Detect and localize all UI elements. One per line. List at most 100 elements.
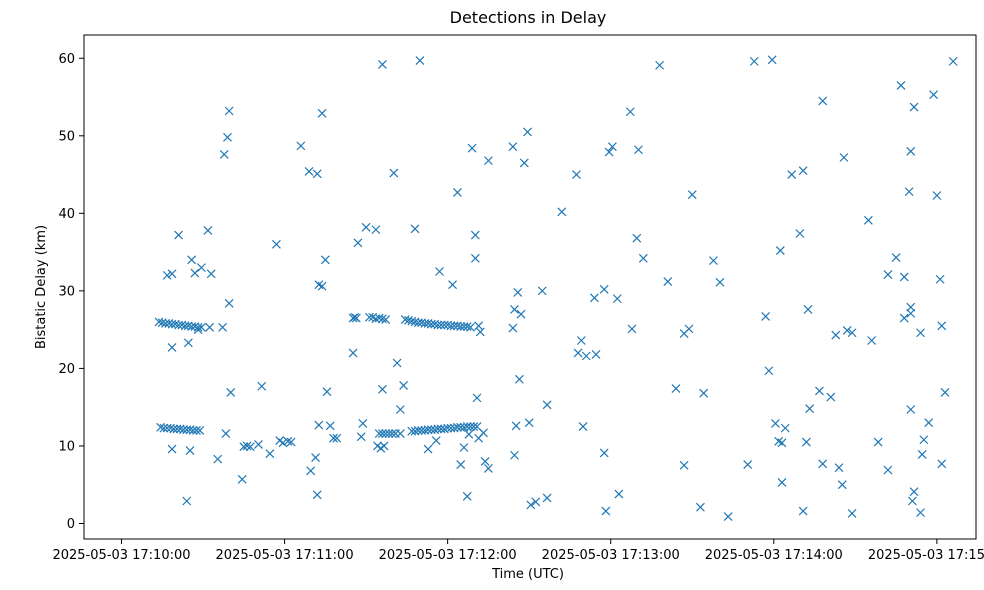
data-point xyxy=(896,80,906,90)
data-point xyxy=(395,405,405,414)
data-point xyxy=(462,322,472,331)
data-point xyxy=(516,309,526,319)
data-point xyxy=(466,322,475,332)
data-point xyxy=(435,267,444,276)
data-point xyxy=(508,323,518,333)
data-point xyxy=(599,448,609,458)
data-point xyxy=(387,429,397,438)
data-point xyxy=(196,263,206,273)
data-point xyxy=(410,224,420,234)
data-point xyxy=(185,446,195,456)
data-point xyxy=(446,321,456,331)
data-point xyxy=(780,423,790,433)
data-point xyxy=(453,422,462,432)
data-point xyxy=(906,405,916,414)
data-point xyxy=(614,489,624,499)
data-point xyxy=(278,438,288,448)
data-point xyxy=(431,436,441,445)
data-point xyxy=(513,288,523,297)
data-point xyxy=(916,328,925,338)
data-point xyxy=(483,464,493,473)
data-point xyxy=(775,246,785,255)
data-point xyxy=(193,322,203,332)
y-tick-label: 10 xyxy=(58,439,75,454)
data-point xyxy=(182,496,192,506)
data-point xyxy=(213,454,223,464)
data-point xyxy=(883,270,893,280)
data-point xyxy=(940,388,950,397)
data-point xyxy=(459,443,469,452)
data-point xyxy=(508,142,518,152)
data-point xyxy=(607,142,617,152)
data-point xyxy=(254,439,263,449)
data-point xyxy=(883,465,893,475)
data-point xyxy=(265,449,275,459)
data-point xyxy=(221,429,231,438)
data-point xyxy=(470,253,480,263)
data-point xyxy=(325,421,335,431)
data-point xyxy=(612,294,622,304)
data-point xyxy=(591,350,601,359)
data-point xyxy=(415,56,425,66)
data-point xyxy=(842,325,852,335)
scatter-markers xyxy=(154,55,958,521)
data-point xyxy=(389,168,399,178)
data-point xyxy=(743,460,753,469)
data-point xyxy=(514,374,524,384)
y-tick-label: 60 xyxy=(58,52,75,67)
data-point xyxy=(480,457,490,466)
data-point xyxy=(937,321,947,331)
plot-area xyxy=(83,34,977,540)
data-point xyxy=(510,450,519,460)
y-axis: 0 10 20 30 40 50 60 xyxy=(58,52,84,532)
data-point xyxy=(423,444,433,454)
data-point xyxy=(413,426,423,435)
data-point xyxy=(317,108,327,118)
data-point xyxy=(306,466,316,476)
data-point xyxy=(304,167,314,176)
data-point xyxy=(634,145,643,155)
data-point xyxy=(379,441,389,451)
data-point xyxy=(371,225,381,235)
data-point xyxy=(245,442,255,452)
data-point xyxy=(384,429,394,438)
y-tick-label: 0 xyxy=(67,517,75,532)
data-point xyxy=(242,441,252,451)
data-point xyxy=(192,426,201,435)
data-point xyxy=(906,302,916,312)
data-point xyxy=(464,429,474,439)
data-point xyxy=(891,253,901,262)
data-point xyxy=(764,366,774,376)
data-point xyxy=(203,225,213,235)
data-point xyxy=(906,146,916,156)
data-point xyxy=(907,496,917,506)
data-point xyxy=(167,444,177,454)
data-point xyxy=(283,436,293,446)
data-point xyxy=(663,277,673,286)
data-point xyxy=(322,387,332,397)
data-point xyxy=(456,460,466,469)
data-point xyxy=(448,280,457,290)
data-point xyxy=(317,281,327,291)
data-point xyxy=(377,429,387,438)
data-point xyxy=(400,315,410,324)
data-point xyxy=(581,351,591,361)
data-point xyxy=(395,429,405,438)
data-point xyxy=(320,255,330,265)
data-point xyxy=(377,60,387,69)
data-point xyxy=(377,384,387,394)
data-point xyxy=(332,433,342,443)
data-point xyxy=(695,502,705,512)
data-point xyxy=(470,230,480,240)
data-point xyxy=(937,459,947,469)
data-point xyxy=(604,147,614,157)
data-point xyxy=(154,317,164,327)
data-point xyxy=(625,107,635,117)
data-point xyxy=(924,418,934,428)
data-point xyxy=(466,422,475,431)
x-axis: 2025-05-03 17:10:00 2025-05-03 17:11:00 20… xyxy=(52,539,984,563)
x-tick-label: 2025-05-03 17:15:00 xyxy=(868,548,984,563)
data-point xyxy=(381,315,391,324)
data-point xyxy=(399,381,409,390)
